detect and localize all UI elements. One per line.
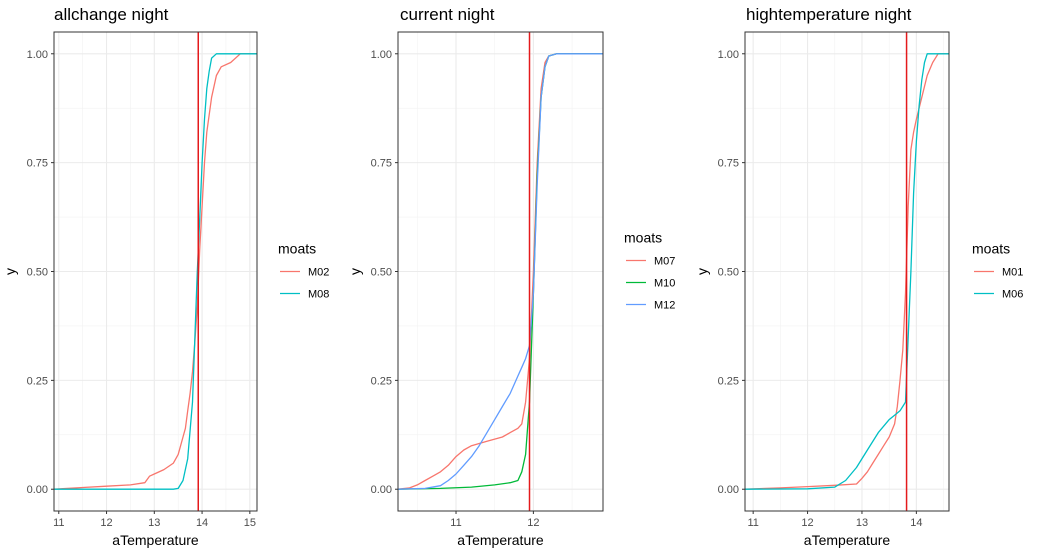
- chart-panel-1: 0.00 0.25 0.50 0.75 1.00 11 12 13 14 15 allchange …: [2, 5, 329, 548]
- y-tick-label: 0.50: [718, 267, 739, 279]
- x-tick-label: 14: [910, 517, 922, 529]
- x-tick-label: 14: [196, 517, 208, 529]
- x-tick-label: 11: [450, 517, 461, 529]
- x-axis-title: aTemperature: [112, 532, 199, 548]
- x-tick-label: 12: [801, 517, 813, 529]
- y-tick-label: 0.75: [371, 158, 392, 170]
- x-tick-label: 13: [856, 517, 868, 529]
- legend-label-m06: M06: [1002, 289, 1023, 301]
- series-line-m06: [744, 53, 949, 490]
- y-axis-title: y: [694, 268, 710, 275]
- y-tick-label: 1.00: [718, 49, 739, 61]
- y-tick-label: 0.50: [371, 267, 392, 279]
- x-tick-label: 15: [244, 517, 256, 529]
- legend: moats M07 M10 M12: [624, 230, 675, 312]
- x-axis-title: aTemperature: [804, 532, 891, 548]
- legend-label-m01: M01: [1002, 267, 1023, 279]
- y-tick-label: 0.00: [27, 484, 48, 496]
- series-line-m07: [397, 53, 603, 490]
- legend-label-m10: M10: [654, 278, 675, 290]
- series-line-m01: [744, 53, 949, 490]
- y-tick-label: 0.75: [27, 158, 48, 170]
- x-tick-label: 13: [148, 517, 160, 529]
- legend-label-m07: M07: [654, 256, 675, 268]
- chart-title: current night: [400, 5, 495, 24]
- chart-panel-3: 0.00 0.25 0.50 0.75 1.00 11 12 13 14 hightemperat…: [694, 5, 1023, 548]
- legend-label-m02: M02: [308, 267, 329, 279]
- x-tick-label: 11: [53, 517, 64, 529]
- y-tick-label: 1.00: [371, 49, 392, 61]
- y-tick-label: 0.75: [718, 158, 739, 170]
- y-tick-label: 0.00: [718, 484, 739, 496]
- x-tick-label: 12: [527, 517, 539, 529]
- series-line-m02: [53, 53, 257, 490]
- legend-label-m08: M08: [308, 289, 329, 301]
- legend-title: moats: [972, 241, 1010, 257]
- chart-panel-2: 0.00 0.25 0.50 0.75 1.00 11 12 current night aTe…: [347, 5, 675, 548]
- y-tick-label: 0.25: [718, 375, 739, 387]
- y-tick-label: 0.25: [27, 375, 48, 387]
- y-tick-label: 0.50: [27, 267, 48, 279]
- legend-title: moats: [624, 230, 662, 246]
- x-axis-title: aTemperature: [457, 532, 544, 548]
- legend: moats M02 M08: [278, 241, 329, 301]
- y-tick-label: 0.25: [371, 375, 392, 387]
- y-tick-label: 1.00: [27, 49, 48, 61]
- y-axis-title: y: [2, 268, 18, 275]
- y-tick-label: 0.00: [371, 484, 392, 496]
- chart-title: allchange night: [54, 5, 169, 24]
- legend-label-m12: M12: [654, 300, 675, 312]
- y-axis-title: y: [347, 268, 363, 275]
- series-line-m12: [397, 53, 603, 490]
- chart-title: hightemperature night: [746, 5, 912, 24]
- legend: moats M01 M06: [972, 241, 1023, 301]
- x-tick-label: 12: [100, 517, 112, 529]
- x-tick-label: 11: [747, 517, 758, 529]
- legend-title: moats: [278, 241, 316, 257]
